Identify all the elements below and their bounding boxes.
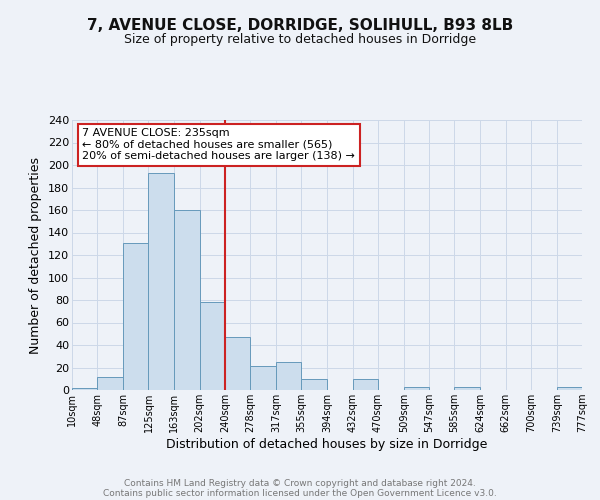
Bar	[200, 302, 225, 390]
Bar	[97, 376, 123, 390]
Text: 7 AVENUE CLOSE: 235sqm
← 80% of detached houses are smaller (565)
20% of semi-de: 7 AVENUE CLOSE: 235sqm ← 80% of detached…	[82, 128, 355, 162]
Bar	[225, 337, 250, 390]
Bar	[557, 386, 582, 390]
Bar	[148, 173, 174, 390]
Bar	[174, 210, 200, 390]
X-axis label: Distribution of detached houses by size in Dorridge: Distribution of detached houses by size …	[166, 438, 488, 451]
Text: Contains HM Land Registry data © Crown copyright and database right 2024.: Contains HM Land Registry data © Crown c…	[124, 478, 476, 488]
Bar	[353, 379, 378, 390]
Bar	[404, 386, 429, 390]
Bar	[123, 242, 148, 390]
Y-axis label: Number of detached properties: Number of detached properties	[29, 156, 43, 354]
Text: Size of property relative to detached houses in Dorridge: Size of property relative to detached ho…	[124, 32, 476, 46]
Text: Contains public sector information licensed under the Open Government Licence v3: Contains public sector information licen…	[103, 488, 497, 498]
Bar	[72, 388, 97, 390]
Text: 7, AVENUE CLOSE, DORRIDGE, SOLIHULL, B93 8LB: 7, AVENUE CLOSE, DORRIDGE, SOLIHULL, B93…	[87, 18, 513, 32]
Bar	[454, 386, 480, 390]
Bar	[250, 366, 276, 390]
Bar	[301, 379, 328, 390]
Bar	[276, 362, 301, 390]
